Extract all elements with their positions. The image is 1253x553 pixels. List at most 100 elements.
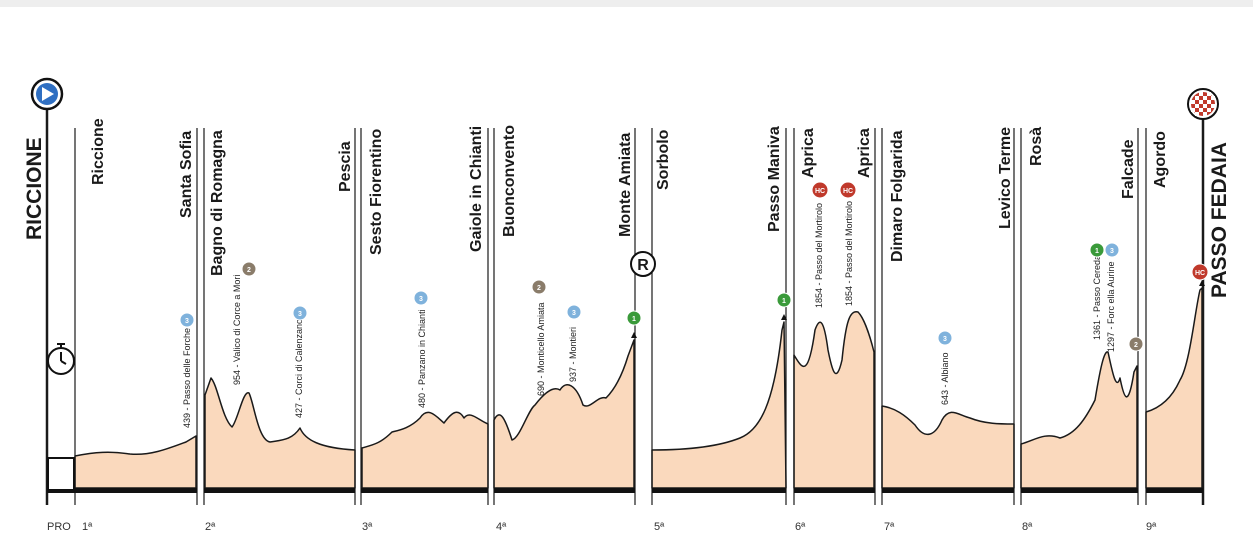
place-label: Falcade — [1120, 139, 1137, 199]
place-label: Riccione — [90, 118, 107, 185]
baseline-6 — [794, 488, 875, 493]
climb-label: 1361 - Passo Cereda — [1092, 255, 1102, 340]
stage-baselines — [47, 488, 1203, 493]
climb-label: 427 - Corci di Calenzano — [294, 319, 304, 418]
baseline-3 — [361, 488, 488, 493]
climb-labels: 439 - Passo delle Forche 954 - Valico di… — [182, 201, 1116, 428]
climb-label: 480 - Panzano in Chianti — [417, 309, 427, 408]
baseline-7 — [882, 488, 1014, 493]
stage-number: 4ª — [496, 521, 507, 533]
place-label: Aprica — [800, 128, 817, 178]
svg-text:2: 2 — [1134, 342, 1138, 349]
elevation-profiles — [74, 287, 1203, 489]
stopwatch-icon — [47, 343, 75, 375]
baseline-2 — [204, 488, 355, 493]
stage-number: 1ª — [82, 521, 93, 533]
stage-number: 7ª — [884, 521, 895, 533]
svg-text:2: 2 — [537, 285, 541, 292]
place-label: Pescia — [337, 141, 354, 192]
stage-number: PRO — [47, 521, 71, 533]
profile-segment-4 — [493, 339, 635, 489]
climb-label: 1297 - Forc ella Aurine — [1106, 261, 1116, 352]
profile-segment-8 — [1020, 351, 1138, 489]
climb-badge: HC — [839, 181, 857, 199]
place-label: Agordo — [1152, 131, 1169, 188]
place-label: Santa Sofia — [178, 131, 195, 218]
place-label: Dimaro Folgarida — [889, 130, 906, 262]
climb-badge: 3 — [292, 305, 308, 321]
climb-label: 690 - Monticello Amiata — [536, 302, 546, 396]
svg-text:3: 3 — [1110, 248, 1114, 255]
svg-text:3: 3 — [943, 336, 947, 343]
stage-boundaries — [74, 128, 1147, 505]
place-label: Buonconvento — [501, 125, 518, 237]
climb-label: 1854 - Passo del Mortirolo — [814, 203, 824, 308]
climb-label: 643 - Albiano — [940, 352, 950, 405]
climb-badge: HC — [811, 181, 829, 199]
rest-day-marker: R — [630, 251, 656, 277]
stage-number: 6ª — [795, 521, 806, 533]
climb-badge: 3 — [566, 304, 582, 320]
profile-segment-3 — [361, 411, 489, 489]
profile-segment-6 — [793, 311, 875, 489]
stage-number: 8ª — [1022, 521, 1033, 533]
climb-badge: 3 — [1104, 242, 1120, 258]
climb-label: 439 - Passo delle Forche — [182, 328, 192, 428]
place-label: Gaiole in Chianti — [468, 126, 485, 252]
climb-label: 954 - Valico di Corce a Mori — [232, 275, 242, 385]
svg-text:1: 1 — [782, 298, 786, 305]
summit-badge: 2 — [1128, 336, 1144, 352]
summit-badge: HC — [1191, 263, 1209, 281]
svg-text:3: 3 — [185, 318, 189, 325]
stage-dividers — [45, 106, 1205, 505]
stage-number: 2ª — [205, 521, 216, 533]
svg-text:HC: HC — [815, 188, 825, 195]
profile-segment-2 — [204, 377, 356, 489]
climb-badge: 2 — [531, 279, 547, 295]
rest-day-label: R — [637, 257, 649, 274]
svg-text:1: 1 — [1095, 248, 1099, 255]
place-label: Bagno di Romagna — [209, 130, 226, 276]
baseline-9 — [1146, 488, 1203, 493]
baseline-5 — [652, 488, 786, 493]
svg-text:HC: HC — [843, 188, 853, 195]
baseline-4 — [494, 488, 635, 493]
profile-segment-1 — [74, 435, 197, 489]
place-label: Passo Maniva — [766, 126, 783, 232]
stage-number: 3ª — [362, 521, 373, 533]
finish-city-label: PASSO FEDAIA — [1208, 142, 1231, 298]
summit-arrows — [631, 280, 1205, 338]
svg-text:HC: HC — [1195, 270, 1205, 277]
svg-text:2: 2 — [247, 267, 251, 274]
place-label: Rosà — [1028, 127, 1045, 166]
climb-badges: 3 2 3 3 2 3 HC HC 3 1 3 1 1 2 HC — [179, 181, 1209, 352]
stage-number: 9ª — [1146, 521, 1157, 533]
svg-text:3: 3 — [572, 310, 576, 317]
baseline-1 — [47, 488, 197, 493]
summit-badge: 1 — [776, 292, 792, 308]
start-play-icon — [30, 77, 64, 111]
climb-badge: 2 — [241, 261, 257, 277]
climb-label: 937 - Montieri — [568, 327, 578, 382]
place-label: Levico Terme — [997, 127, 1014, 229]
stage-numbers: PRO 1ª 2ª 3ª 4ª 5ª 6ª 7ª 8ª 9ª — [47, 521, 1157, 533]
climb-badge: 3 — [937, 330, 953, 346]
baseline-8 — [1021, 488, 1138, 493]
profile-segment-9 — [1145, 287, 1203, 489]
svg-text:1: 1 — [632, 316, 636, 323]
profile-segment-7 — [881, 405, 1015, 489]
climb-badge: 3 — [179, 312, 195, 328]
finish-flag-icon — [1187, 88, 1219, 120]
svg-text:3: 3 — [298, 311, 302, 318]
climb-badge: 3 — [413, 290, 429, 306]
stage-number: 5ª — [654, 521, 665, 533]
place-label: Monte Amiata — [617, 133, 634, 237]
place-label: Sesto Fiorentino — [368, 129, 385, 255]
place-label: Sorbolo — [655, 129, 672, 190]
climb-badge: 1 — [1089, 242, 1105, 258]
summit-badge: 1 — [626, 310, 642, 326]
prologue-box — [47, 457, 75, 491]
profile-segment-5 — [651, 321, 787, 489]
climb-label: 1854 - Passo del Mortirolo — [844, 201, 854, 306]
